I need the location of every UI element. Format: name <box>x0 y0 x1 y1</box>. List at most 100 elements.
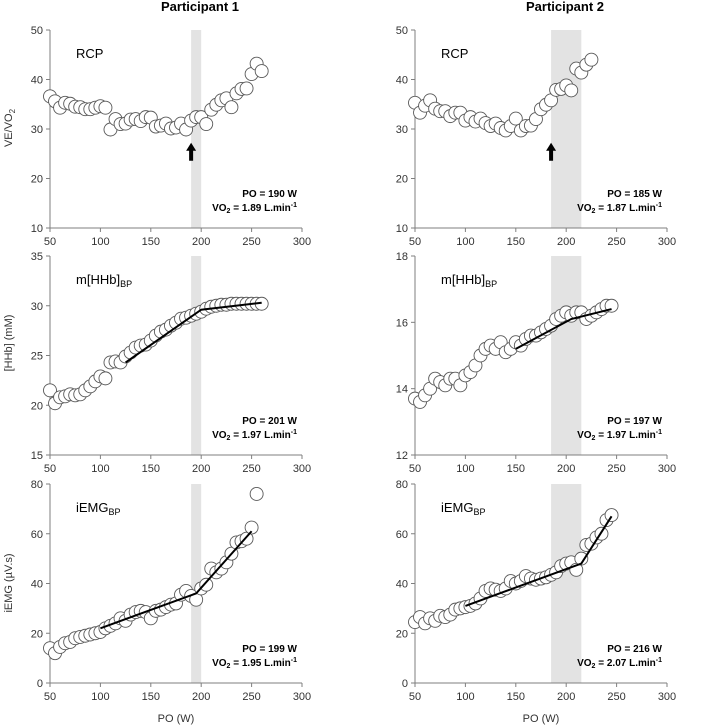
panel-label: iEMGBP <box>441 500 486 517</box>
y-tick-label: 80 <box>31 479 43 491</box>
y-tick-label: 0 <box>37 678 43 690</box>
data-point <box>249 487 264 501</box>
data-point <box>239 81 254 96</box>
x-tick-label: 50 <box>44 236 56 248</box>
panel-label: m[HHb]BP <box>76 272 132 289</box>
x-tick-label: 200 <box>557 691 575 703</box>
row-titles: VE/VO2 [HHb] (mM) iEMG (µV.s) <box>3 108 17 612</box>
y-tick-label: 0 <box>402 678 408 690</box>
x-axis-title-right: PO (W) <box>523 713 560 725</box>
x-tick-label: 50 <box>44 691 56 703</box>
y-tick-label: 30 <box>396 124 408 136</box>
panel-label: RCP <box>76 46 103 61</box>
x-tick-label: 300 <box>293 236 311 248</box>
regression-line <box>100 530 253 630</box>
panel-p2-ve: 10 20 30 40 50 50 100 150 200 250 300 RCP PO = 185 W… <box>396 25 676 248</box>
panel-label-main: iEMG <box>441 500 474 515</box>
x-axis-title-left: PO (W) <box>158 713 195 725</box>
data-point <box>224 100 239 115</box>
x-tick-label: 250 <box>607 691 625 703</box>
column-titles: Participant 1 Participant 2 <box>161 0 604 14</box>
data-point <box>98 100 113 115</box>
breakpoint-band <box>551 484 582 683</box>
x-tick-label: 250 <box>607 236 625 248</box>
x-tick-label: 150 <box>142 236 160 248</box>
breakpoint-band <box>551 30 582 228</box>
data-point <box>584 52 599 67</box>
x-tick-label: 200 <box>557 236 575 248</box>
data-point <box>604 508 619 523</box>
regression-line <box>465 515 613 607</box>
x-tick-label: 300 <box>658 236 676 248</box>
x-axis-titles: PO (W) PO (W) <box>158 713 560 725</box>
x-tick-label: 150 <box>507 463 525 475</box>
y-tick-label: 20 <box>31 628 43 640</box>
y-tick-label: 60 <box>396 529 408 541</box>
y-tick-label: 20 <box>31 400 43 412</box>
y-tick-label: 10 <box>31 223 43 235</box>
annotation-vo2: VO2 = 1.95 L.min-1 <box>212 657 297 670</box>
y-tick-label: 12 <box>396 450 408 462</box>
data-point <box>43 383 57 398</box>
x-tick-label: 250 <box>242 236 260 248</box>
arrow-icon <box>546 142 557 161</box>
x-tick-label: 100 <box>91 691 109 703</box>
panel-label-main: m[HHb] <box>441 272 485 287</box>
y-tick-label: 40 <box>396 75 408 87</box>
panel-label: m[HHb]BP <box>441 272 497 289</box>
y-tick-label: 18 <box>396 251 408 263</box>
annotation-vo2: VO2 = 1.97 L.min-1 <box>212 429 297 442</box>
y-tick-label: 35 <box>31 251 43 263</box>
y-tick-label: 50 <box>31 25 43 37</box>
y-tick-label: 15 <box>31 450 43 462</box>
x-tick-label: 250 <box>242 463 260 475</box>
x-tick-label: 50 <box>409 236 421 248</box>
panel-label-main: RCP <box>441 46 468 61</box>
annotation-po: PO = 216 W <box>607 644 662 655</box>
annotation-po: PO = 185 W <box>607 189 662 200</box>
x-tick-label: 50 <box>409 463 421 475</box>
x-tick-label: 100 <box>456 691 474 703</box>
x-tick-label: 100 <box>91 463 109 475</box>
x-tick-label: 250 <box>607 463 625 475</box>
data-point <box>564 83 579 98</box>
annotation-vo2: VO2 = 1.89 L.min-1 <box>212 202 297 215</box>
x-tick-label: 150 <box>507 236 525 248</box>
column-title-participant-2: Participant 2 <box>526 0 604 14</box>
y-tick-label: 40 <box>396 579 408 591</box>
panel-label: RCP <box>441 46 468 61</box>
annotation-po: PO = 201 W <box>242 416 297 427</box>
y-axis-title-ve-vo2: VE/VO2 <box>3 108 17 147</box>
data-point <box>508 111 523 126</box>
x-tick-label: 200 <box>557 463 575 475</box>
arrow-icon <box>186 142 197 161</box>
annotation-vo2: VO2 = 1.87 L.min-1 <box>577 202 662 215</box>
x-tick-label: 150 <box>507 691 525 703</box>
y-tick-label: 30 <box>31 124 43 136</box>
panel-label: iEMGBP <box>76 500 121 517</box>
y-tick-label: 14 <box>396 384 408 396</box>
data-point <box>574 551 589 566</box>
data-point <box>244 520 259 535</box>
y-tick-label: 20 <box>31 174 43 186</box>
x-tick-label: 100 <box>456 463 474 475</box>
y-tick-label: 40 <box>31 579 43 591</box>
panel-p1-hhb: 15 20 25 30 35 50 100 150 200 250 300 m[HHb]BP PO = … <box>31 251 311 475</box>
y-tick-label: 40 <box>31 75 43 87</box>
breakpoint-band <box>191 30 202 228</box>
y-axis-title-hhb: [HHb] (mM) <box>3 315 15 372</box>
y-tick-label: 16 <box>396 317 408 329</box>
panel-label-subscript: BP <box>120 279 132 289</box>
x-tick-label: 100 <box>91 236 109 248</box>
panel-p1-ve: 10 20 30 40 50 50 100 150 200 250 300 RCP PO = 190 W… <box>31 25 311 248</box>
x-tick-label: 300 <box>658 463 676 475</box>
y-tick-label: 80 <box>396 479 408 491</box>
data-point <box>98 371 113 386</box>
y-tick-label: 60 <box>31 529 43 541</box>
y-tick-label: 50 <box>396 25 408 37</box>
panel-p2-emg: 0 20 40 60 80 50 100 150 200 250 300 iEMGBP PO = 216… <box>396 479 676 703</box>
panel-label-main: RCP <box>76 46 103 61</box>
annotation-po: PO = 199 W <box>242 644 297 655</box>
